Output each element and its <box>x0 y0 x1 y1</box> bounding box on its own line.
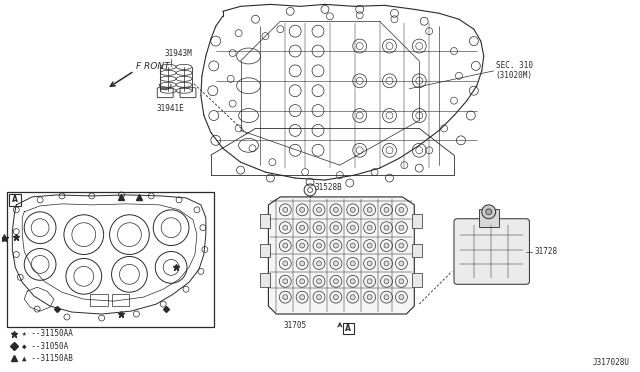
Text: ▲ --31150AB: ▲ --31150AB <box>22 353 73 362</box>
Bar <box>343 323 354 334</box>
Circle shape <box>482 205 495 219</box>
Circle shape <box>283 279 288 284</box>
Circle shape <box>300 295 305 299</box>
Circle shape <box>333 295 339 299</box>
Text: J317028U: J317028U <box>593 357 630 367</box>
Circle shape <box>317 261 321 266</box>
Circle shape <box>300 225 305 230</box>
Text: F RONT: F RONT <box>136 62 170 71</box>
Circle shape <box>350 295 355 299</box>
Circle shape <box>384 295 389 299</box>
Circle shape <box>399 225 404 230</box>
Text: A: A <box>346 324 351 333</box>
Text: ◆ --31050A: ◆ --31050A <box>22 341 68 350</box>
Circle shape <box>350 243 355 248</box>
Bar <box>7 192 214 327</box>
Circle shape <box>384 207 389 212</box>
Text: 31941E: 31941E <box>156 104 184 113</box>
Circle shape <box>350 225 355 230</box>
Bar <box>10 194 21 206</box>
Circle shape <box>350 207 355 212</box>
Circle shape <box>384 279 389 284</box>
Circle shape <box>317 243 321 248</box>
Polygon shape <box>268 197 414 314</box>
Circle shape <box>384 261 389 266</box>
Circle shape <box>367 243 372 248</box>
FancyBboxPatch shape <box>454 219 529 284</box>
Circle shape <box>350 279 355 284</box>
Bar <box>260 273 270 287</box>
Bar <box>90 294 108 306</box>
Circle shape <box>367 279 372 284</box>
Circle shape <box>367 295 372 299</box>
Circle shape <box>399 295 404 299</box>
Circle shape <box>333 207 339 212</box>
Circle shape <box>399 279 404 284</box>
Circle shape <box>300 243 305 248</box>
Text: 31705: 31705 <box>284 321 307 330</box>
Bar <box>412 214 422 228</box>
Circle shape <box>333 225 339 230</box>
Bar <box>412 244 422 257</box>
Circle shape <box>300 279 305 284</box>
Circle shape <box>384 243 389 248</box>
Text: (31020M): (31020M) <box>495 71 532 80</box>
Bar <box>479 209 499 227</box>
Circle shape <box>283 261 288 266</box>
Circle shape <box>317 279 321 284</box>
Circle shape <box>333 261 339 266</box>
Text: 31528B: 31528B <box>314 183 342 192</box>
Circle shape <box>399 243 404 248</box>
Circle shape <box>367 207 372 212</box>
Text: SEC. 310: SEC. 310 <box>495 61 532 70</box>
Circle shape <box>283 243 288 248</box>
Circle shape <box>333 279 339 284</box>
Circle shape <box>300 207 305 212</box>
Text: 31943M: 31943M <box>164 49 192 58</box>
Bar <box>260 244 270 257</box>
Circle shape <box>283 225 288 230</box>
Circle shape <box>486 209 492 215</box>
Circle shape <box>300 261 305 266</box>
Circle shape <box>367 261 372 266</box>
Circle shape <box>384 225 389 230</box>
Circle shape <box>317 225 321 230</box>
Text: A: A <box>12 195 18 204</box>
Text: ★ --31150AA: ★ --31150AA <box>22 329 73 339</box>
Bar <box>111 294 129 306</box>
Text: 31728: 31728 <box>534 247 557 256</box>
Circle shape <box>399 207 404 212</box>
Circle shape <box>283 295 288 299</box>
Circle shape <box>399 261 404 266</box>
Circle shape <box>333 243 339 248</box>
Circle shape <box>367 225 372 230</box>
Bar <box>412 273 422 287</box>
Circle shape <box>350 261 355 266</box>
Circle shape <box>317 295 321 299</box>
Circle shape <box>283 207 288 212</box>
Bar <box>260 214 270 228</box>
Circle shape <box>317 207 321 212</box>
